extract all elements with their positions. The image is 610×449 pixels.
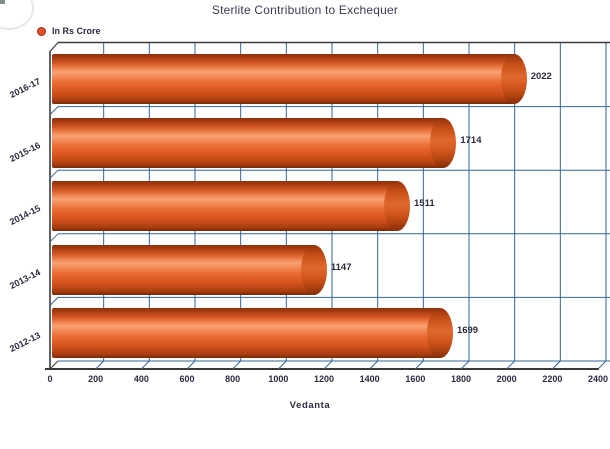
x-tick-mark <box>323 360 333 370</box>
legend-item[interactable]: In Rs Crore <box>37 24 101 38</box>
x-tick-label: 0 <box>47 374 53 384</box>
x-tick-mark <box>140 360 150 370</box>
bar-value-label: 1714 <box>460 134 482 146</box>
x-tick-mark <box>49 360 59 370</box>
x-tick-label: 600 <box>179 374 195 384</box>
bar-2013-14[interactable] <box>52 244 314 295</box>
x-tick-mark <box>186 360 196 370</box>
x-tick-label: 1200 <box>313 374 335 384</box>
chart-title: Sterlite Contribution to Exchequer <box>211 3 399 17</box>
x-tick-mark <box>597 360 607 370</box>
bar-2016-17[interactable] <box>52 54 514 104</box>
top-left-depth-edge <box>49 42 59 52</box>
bar-end-cap-2012-13[interactable] <box>426 308 453 359</box>
x-tick-mark <box>232 360 242 370</box>
bar-2012-13[interactable] <box>52 308 440 359</box>
legend-label: In Rs Crore <box>52 26 101 36</box>
x-tick-label: 800 <box>225 374 241 384</box>
bar-value-label: 1147 <box>330 261 352 273</box>
x-tick-mark <box>95 360 105 370</box>
x-tick-label: 400 <box>133 374 149 384</box>
bar-end-cap-2016-17[interactable] <box>500 54 527 104</box>
x-tick-label: 1000 <box>268 374 289 384</box>
y-tick-mark <box>49 169 59 179</box>
x-tick-mark <box>369 360 379 370</box>
bar-2015-16[interactable] <box>52 117 444 168</box>
x-tick-label: 1800 <box>450 374 472 384</box>
bar-end-cap-2014-15[interactable] <box>384 181 410 232</box>
y-tick-mark <box>49 297 59 306</box>
x-tick-label: 2000 <box>496 374 517 384</box>
bar-value-label: 1699 <box>456 325 479 337</box>
x-tick-label: 1400 <box>359 374 380 384</box>
bar-value-label: 1511 <box>414 198 435 210</box>
x-tick-label: 2400 <box>587 374 609 384</box>
x-tick-label: 1600 <box>405 374 426 384</box>
x-tick-mark <box>506 360 516 370</box>
x-tick-label: 2200 <box>542 374 563 384</box>
bar-2014-15[interactable] <box>52 181 397 232</box>
bar-end-cap-2013-14[interactable] <box>300 244 327 295</box>
bar-value-label: 2022 <box>530 71 552 82</box>
y-tick-mark <box>49 106 59 115</box>
x-axis-title: Vedanta <box>289 400 331 411</box>
x-tick-mark <box>277 360 287 370</box>
bar-end-cap-2015-16[interactable] <box>430 117 457 168</box>
corner-speck <box>0 0 5 4</box>
y-tick-mark <box>49 233 59 243</box>
x-tick-mark <box>460 360 470 370</box>
x-tick-label: 200 <box>88 374 104 384</box>
x-tick-mark <box>414 360 424 370</box>
x-tick-mark <box>551 360 561 370</box>
legend-marker-icon <box>37 26 46 36</box>
